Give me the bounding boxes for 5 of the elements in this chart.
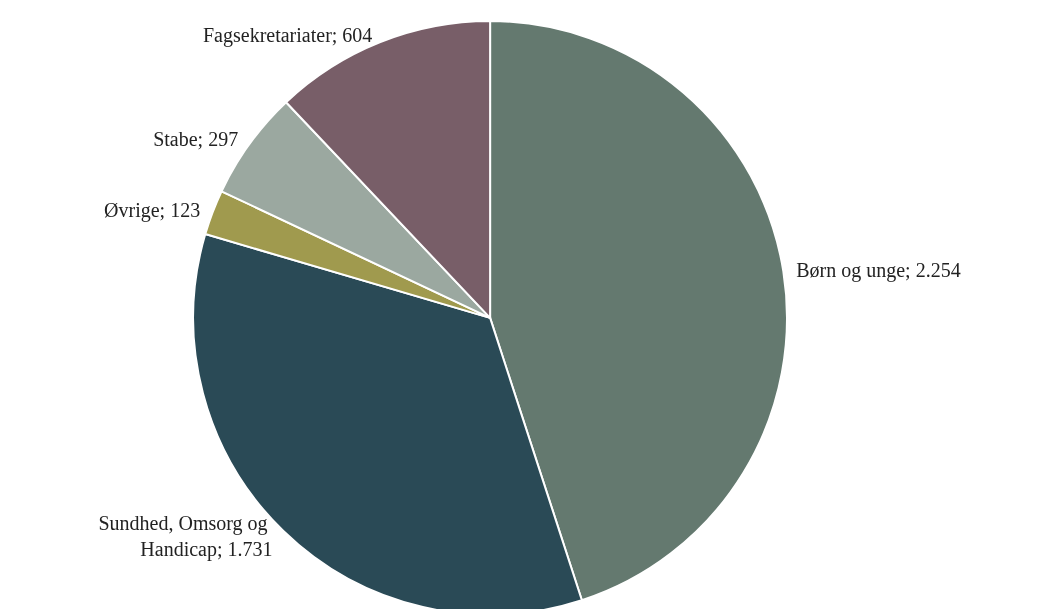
slice-label: Øvrige; 123 <box>104 198 201 222</box>
slice-label: Børn og unge; 2.254 <box>796 259 961 283</box>
slice-label: Fagsekretariater; 604 <box>202 23 373 47</box>
slice-label: Sundhed, Omsorg og Handicap; 1.731 <box>98 512 273 562</box>
slice-label: Stabe; 297 <box>153 128 239 151</box>
